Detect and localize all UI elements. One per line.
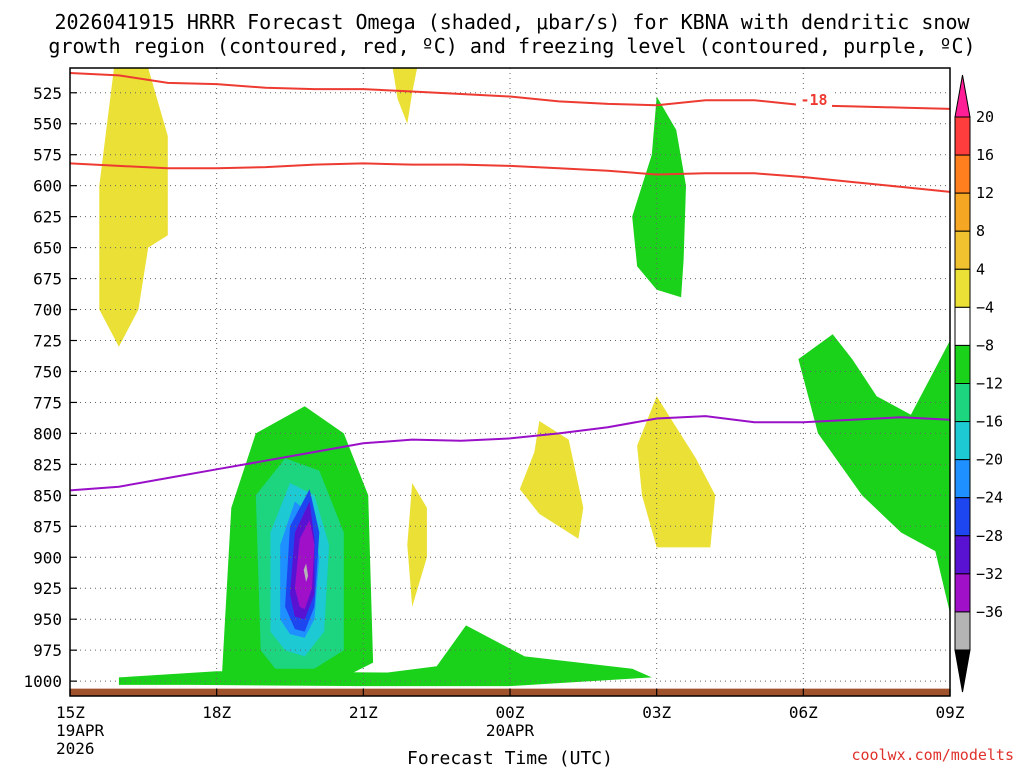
colorbar-level-8: −16 (976, 413, 1003, 431)
x-tick-date-00Z: 20APR (486, 721, 535, 740)
colorbar-box-4 (954, 268, 971, 308)
colorbar-box-7 (954, 383, 971, 423)
colorbar-box-11 (954, 535, 971, 575)
x-tick-label-03Z: 03Z (642, 703, 671, 722)
region-yellow-03Z-patch (637, 396, 716, 548)
y-tick-label-900: 900 (33, 548, 62, 567)
y-tick-label-725: 725 (33, 332, 62, 351)
y-tick-label-525: 525 (33, 84, 62, 103)
x-tick-label-15Z: 15Z (56, 703, 85, 722)
x-axis-label: Forecast Time (UTC) (407, 748, 613, 768)
y-tick-label-700: 700 (33, 301, 62, 320)
colorbar-level-1: 16 (976, 146, 994, 164)
x-tick-date-15Z: 19APR (56, 721, 105, 740)
colorbar-level-12: −32 (976, 565, 1003, 583)
y-tick-label-600: 600 (33, 177, 62, 196)
colorbar-box-5 (954, 306, 971, 346)
region-yellow-00Z-patch (519, 421, 584, 539)
y-tick-label-650: 650 (33, 239, 62, 258)
colorbar-box-13 (954, 611, 971, 651)
contour-freezing-level-0C (69, 415, 951, 492)
y-tick-label-675: 675 (33, 270, 62, 289)
region-green-bottom-band (118, 625, 652, 687)
colorbar-box-0 (954, 116, 971, 156)
y-tick-label-750: 750 (33, 362, 62, 381)
colorbar-box-9 (954, 459, 971, 499)
colorbar: 20 16 12 8 4 −4 −8 −12 −16 −20 −24 −28 −32 −36 (954, 74, 1003, 693)
y-tick-label-1000: 1000 (23, 672, 62, 691)
y-tick-label-800: 800 (33, 424, 62, 443)
y-tick-label-625: 625 (33, 208, 62, 227)
contour-dendritic--12C (69, 162, 951, 193)
colorbar-level-11: −28 (976, 527, 1003, 545)
region-upward-motion-core-magenta (294, 520, 315, 610)
y-tick-label-775: 775 (33, 393, 62, 412)
contour-label-bg (796, 91, 832, 108)
x-tick-label-21Z: 21Z (349, 703, 378, 722)
y-tick-label-575: 575 (33, 146, 62, 165)
y-tick-label-950: 950 (33, 610, 62, 629)
grid-lines (69, 68, 951, 696)
y-tick-label-550: 550 (33, 115, 62, 134)
contour-lines: -18 (69, 72, 951, 492)
y-tick-label-875: 875 (33, 517, 62, 536)
x-tick-label-06Z: 06Z (789, 703, 818, 722)
colorbar-box-1 (954, 154, 971, 194)
colorbar-bottom-arrow (954, 649, 971, 693)
colorbar-level-13: −36 (976, 603, 1003, 621)
region-green-upper-03Z (632, 96, 686, 298)
colorbar-box-10 (954, 497, 971, 537)
y-axis-ticks: 525 550 575 600 625 650 675 700 725 750 775 800 825 8… (23, 84, 77, 691)
colorbar-box-2 (954, 192, 971, 232)
colorbar-box-12 (954, 573, 971, 613)
region-yellow-left-column (99, 68, 168, 347)
region-yellow-sliver-22Z (407, 483, 427, 607)
contour-label-dendritic--18C: -18 (800, 91, 827, 109)
chart-title-line2: growth region (contoured, red, ºC) and f… (48, 34, 975, 58)
colorbar-box-8 (954, 421, 971, 461)
colorbar-level-4: 4 (976, 260, 985, 278)
omega-shaded-regions (70, 68, 950, 696)
colorbar-level-0: 20 (976, 108, 994, 126)
y-tick-label-975: 975 (33, 641, 62, 660)
colorbar-box-6 (954, 344, 971, 384)
region-green-right-side (798, 334, 950, 613)
colorbar-level-3: 8 (976, 222, 985, 240)
colorbar-level-9: −20 (976, 451, 1003, 469)
colorbar-level-10: −24 (976, 489, 1003, 507)
x-tick-label-09Z: 09Z (936, 703, 965, 722)
y-tick-label-850: 850 (33, 486, 62, 505)
region-upward-motion-core-gray (303, 563, 309, 582)
x-tick-label-00Z: 00Z (496, 703, 525, 722)
plot-area: -18 (69, 67, 951, 697)
y-tick-label-925: 925 (33, 579, 62, 598)
colorbar-level-7: −12 (976, 375, 1003, 393)
colorbar-level-2: 12 (976, 184, 994, 202)
colorbar-level-6: −8 (976, 336, 994, 354)
credit-text: coolwx.com/modelts (851, 746, 1014, 764)
x-tick-label-18Z: 18Z (202, 703, 231, 722)
x-tick-year-15Z: 2026 (56, 739, 95, 758)
chart-title-line1: 2026041915 HRRR Forecast Omega (shaded, … (54, 10, 970, 34)
region-yellow-top-21Z (392, 68, 418, 124)
colorbar-top-arrow (954, 74, 971, 118)
colorbar-box-3 (954, 230, 971, 270)
colorbar-level-5: −4 (976, 298, 994, 316)
y-tick-label-825: 825 (33, 455, 62, 474)
